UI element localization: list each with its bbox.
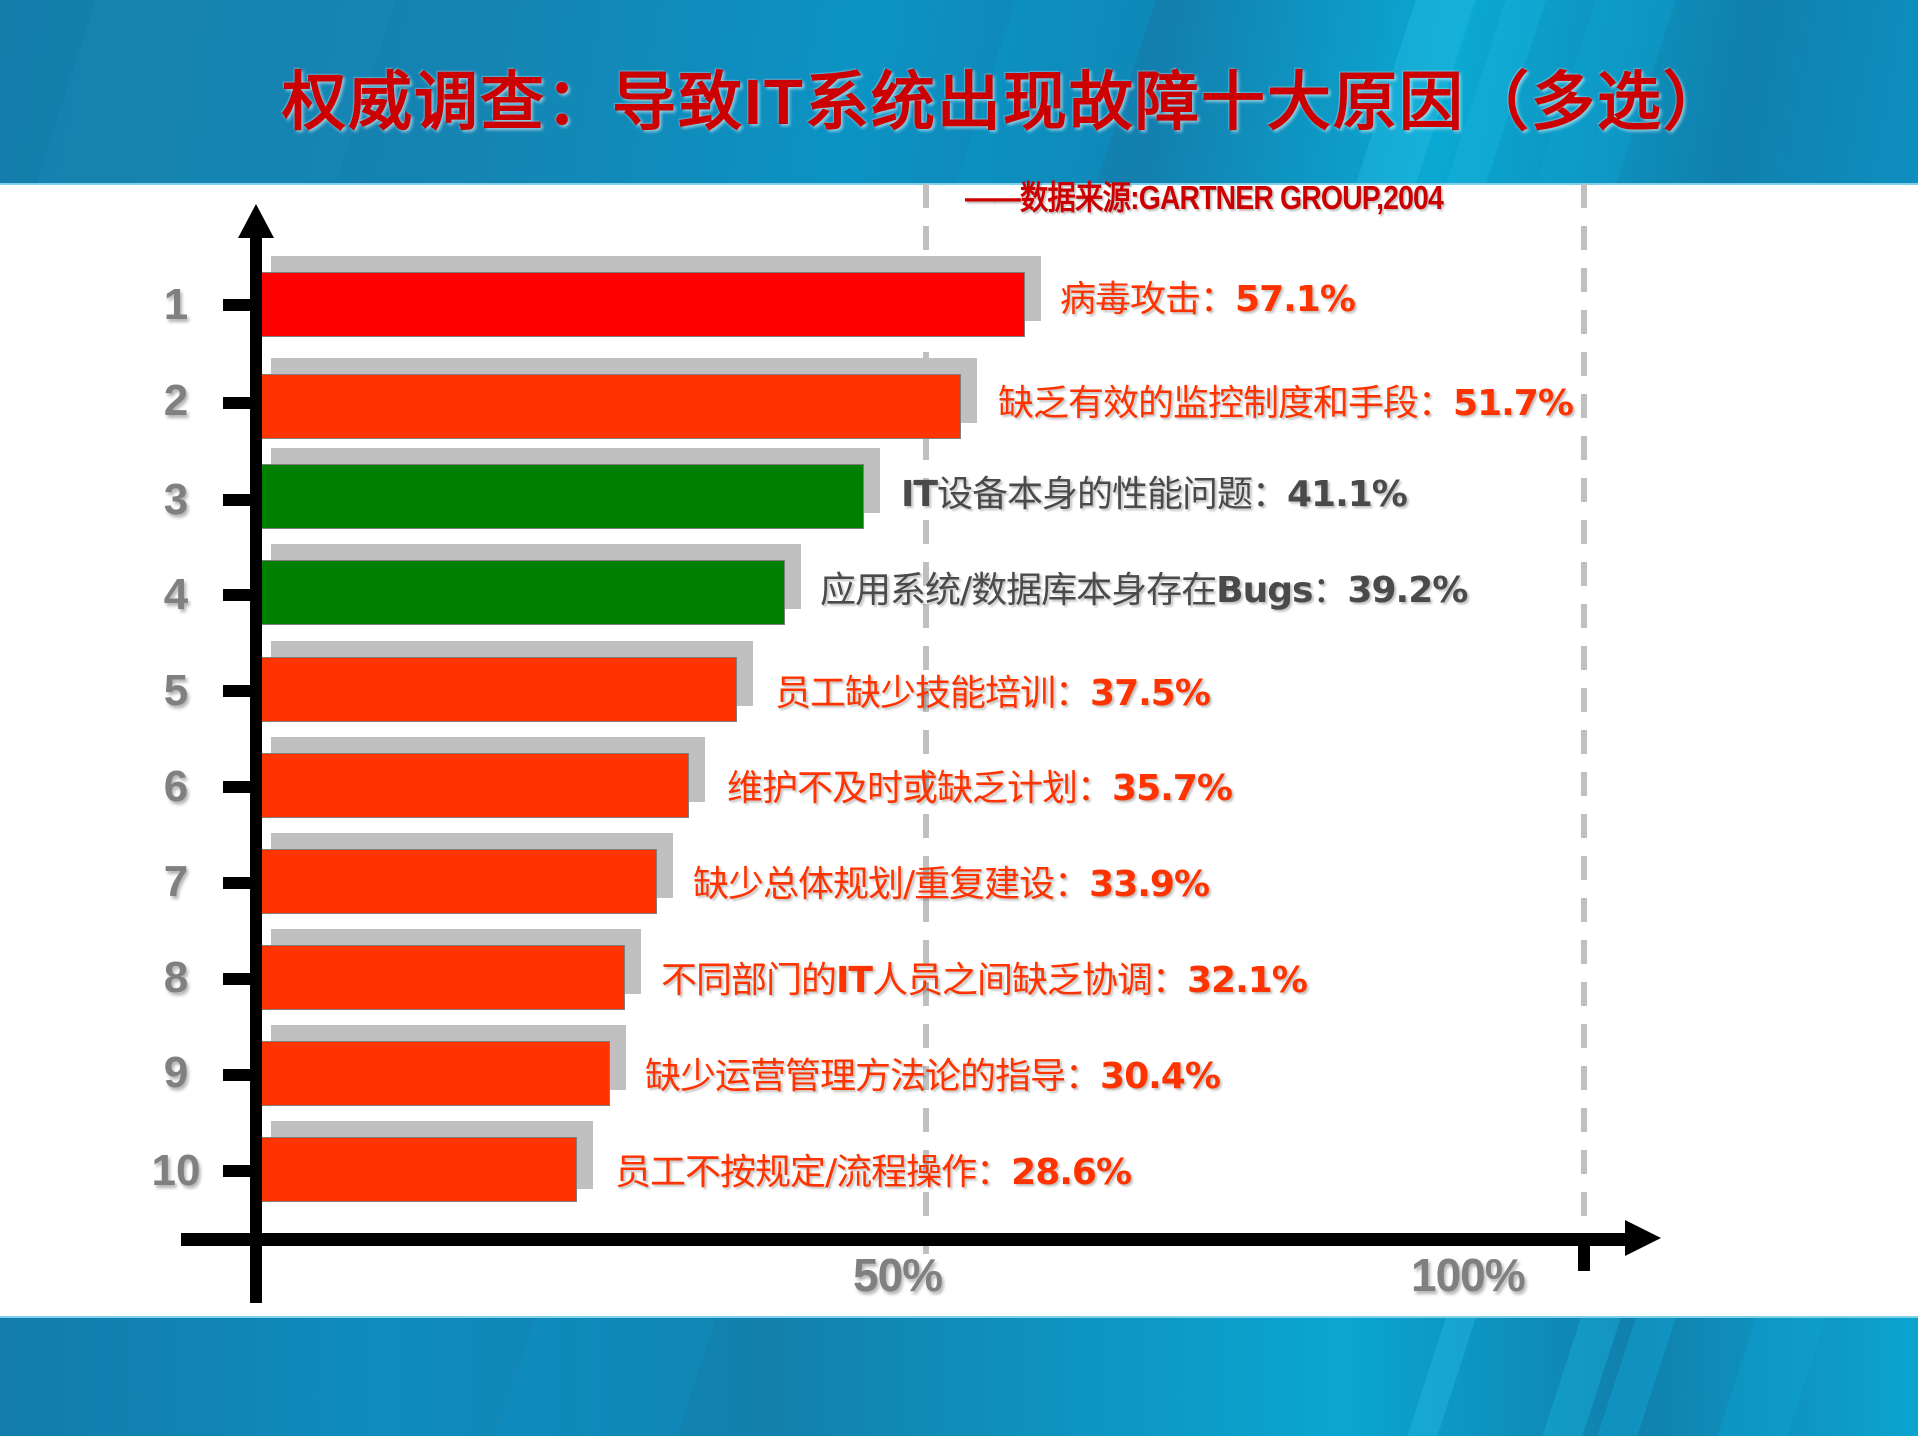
bar-label: 应用系统/数据库本身存在Bugs：39.2% [820,570,1468,611]
y-axis-arrow-icon [238,204,274,238]
rank-label: 9 [163,1048,189,1097]
bar-label: 员工缺少技能培训：37.5% [775,673,1211,714]
y-tick [223,494,253,506]
bar-label: 病毒攻击：57.1% [1060,279,1356,320]
bar-label: 不同部门的IT人员之间缺乏协调：32.1% [661,960,1308,1001]
bar [260,560,785,625]
x-axis-line [181,1233,1627,1246]
rank-label: 10 [151,1146,201,1195]
bar [260,1041,610,1106]
y-tick [223,877,253,889]
bar [260,945,625,1010]
y-tick [223,1165,253,1177]
bar [260,464,864,529]
bar-label: 维护不及时或缺乏计划：35.7% [727,768,1233,809]
rank-label: 5 [163,666,189,715]
y-tick [223,589,253,601]
y-tick [223,1069,253,1081]
bar-label: IT设备本身的性能问题：41.1% [901,474,1408,515]
x-axis-arrow-icon [1625,1220,1661,1256]
x-tick-label-100: 100% [1411,1249,1526,1301]
bar-label: 缺少运营管理方法论的指导：30.4% [645,1056,1221,1097]
rank-label: 6 [163,762,189,811]
x-axis-tick-100 [1578,1240,1590,1271]
rank-label: 4 [163,570,189,619]
rank-label: 2 [163,376,189,425]
bar-label: 员工不按规定/流程操作：28.6% [615,1152,1132,1193]
rank-label: 3 [163,475,189,524]
y-axis-line [250,232,262,1303]
y-tick [223,397,253,409]
page-title: 权威调查：导致IT系统出现故障十大原因（多选） [282,66,1729,138]
footer-band [0,1316,1918,1436]
bar [260,849,657,914]
bar [260,272,1025,337]
bar-label: 缺少总体规划/重复建设：33.9% [693,864,1210,905]
rank-label: 8 [163,953,189,1002]
y-tick [223,973,253,985]
bar [260,1137,577,1202]
gridline-100 [1581,184,1587,1254]
x-tick-label-50: 50% [853,1249,943,1301]
rank-label: 7 [163,857,189,906]
y-tick [223,685,253,697]
y-tick [223,299,253,311]
header-band [0,0,1918,185]
bar [260,657,737,722]
bar [260,753,689,818]
data-source-note: ——数据来源:GARTNER GROUP,2004 [965,179,1444,216]
bar [260,374,961,439]
gridline-50 [923,184,929,1254]
rank-label: 1 [163,280,189,329]
bar-label: 缺乏有效的监控制度和手段：51.7% [998,383,1574,424]
y-tick [223,781,253,793]
